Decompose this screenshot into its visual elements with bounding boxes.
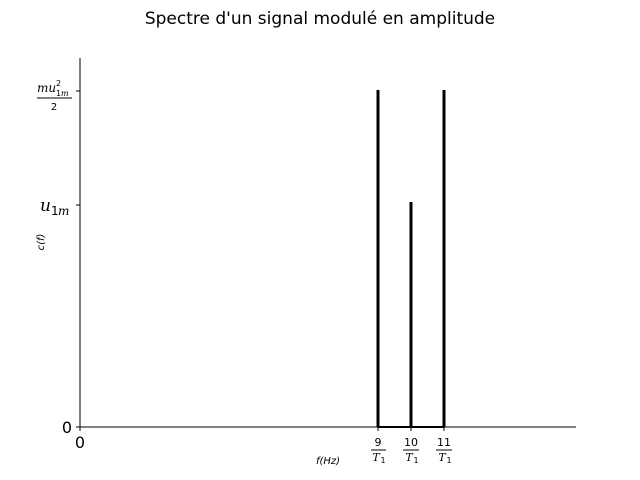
svg-text:1: 1 — [380, 456, 385, 465]
svg-text:mu: mu — [37, 81, 56, 95]
svg-text:1: 1 — [413, 456, 418, 465]
x-axis-label: f(Hz) — [316, 456, 340, 467]
chart-title: Spectre d'un signal modulé en amplitude — [145, 9, 495, 29]
svg-text:m: m — [58, 204, 69, 218]
svg-text:T: T — [438, 451, 447, 464]
svg-text:T: T — [372, 451, 381, 464]
svg-text:1: 1 — [51, 204, 59, 218]
svg-text:10: 10 — [404, 436, 418, 449]
svg-text:1: 1 — [56, 89, 61, 98]
x-tick-label-10-over-t1: 10 T 1 — [403, 436, 419, 465]
svg-text:u: u — [40, 196, 51, 216]
svg-text:11: 11 — [437, 436, 451, 449]
svg-text:1: 1 — [446, 456, 451, 465]
svg-text:2: 2 — [51, 102, 57, 113]
y-tick-label-peak: mu 2 1 m 2 — [37, 79, 72, 113]
x-tick-label-0: 0 — [75, 433, 85, 452]
y-axis-label: c(f) — [36, 234, 47, 251]
svg-text:m: m — [61, 89, 69, 98]
x-tick-label-11-over-t1: 11 T 1 — [436, 436, 452, 465]
svg-text:T: T — [405, 451, 414, 464]
y-tick-label-0: 0 — [62, 418, 72, 437]
y-tick-label-u1m: u 1 m — [40, 196, 69, 218]
svg-text:9: 9 — [375, 436, 382, 449]
x-tick-label-9-over-t1: 9 T 1 — [371, 436, 386, 465]
svg-text:2: 2 — [56, 79, 61, 88]
